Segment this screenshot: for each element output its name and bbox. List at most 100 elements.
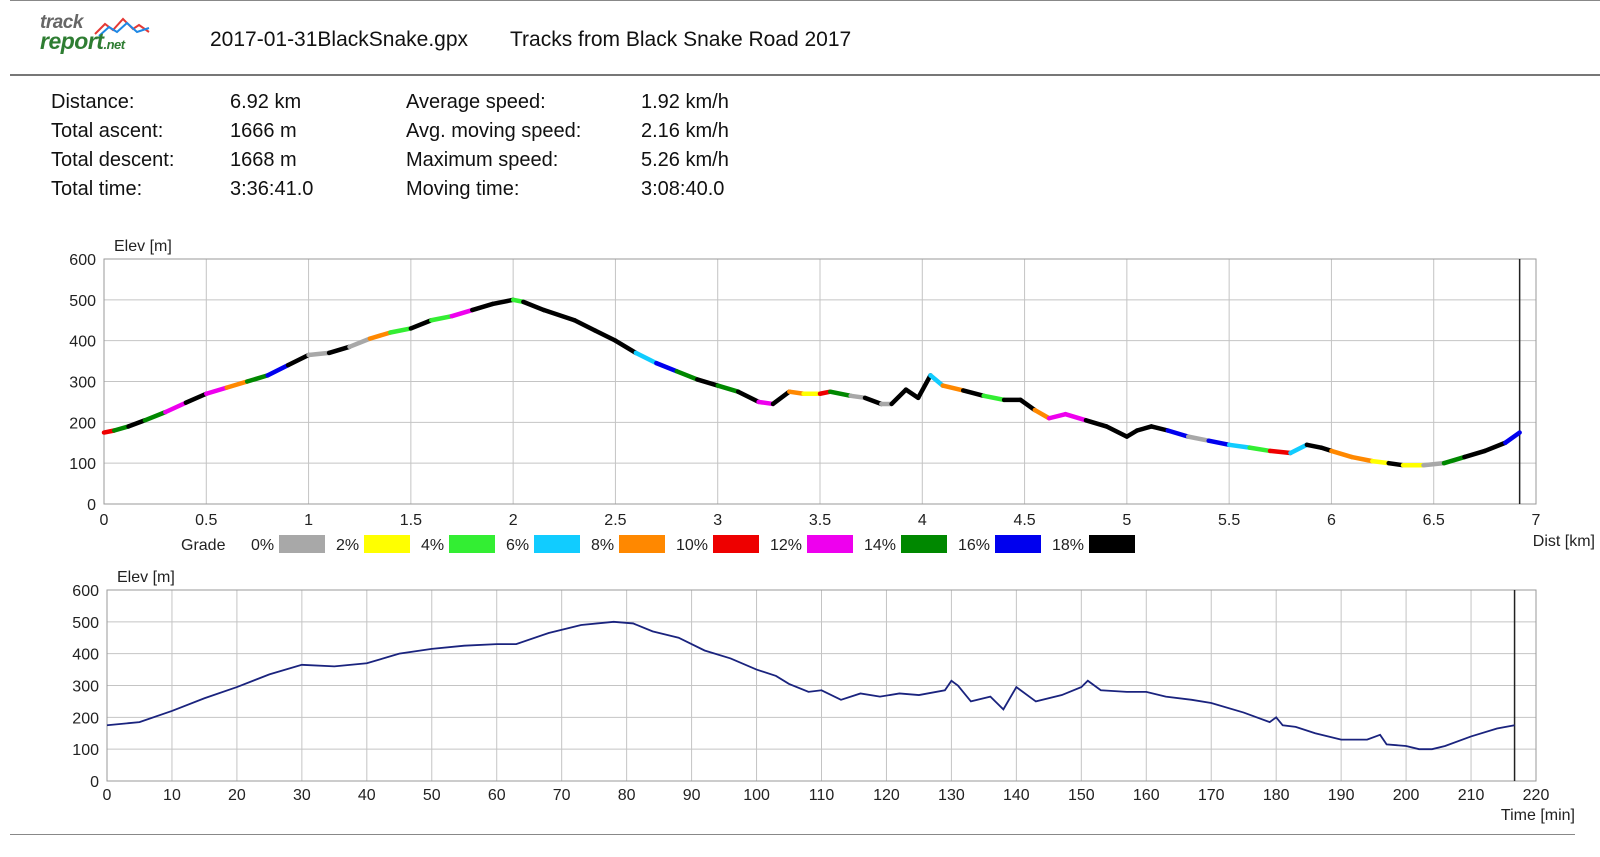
logo-word-track: track <box>40 12 83 33</box>
elevation-segment <box>1165 428 1191 439</box>
grade-legend: Grade 0% 2% 4% 6% 8% 10% 12% 14% 16% 18% <box>181 535 1135 554</box>
elevation-segment <box>1226 442 1252 450</box>
trackreport-logo[interactable]: track report.net <box>38 12 158 60</box>
y-tick-label: 500 <box>72 615 99 632</box>
file-name: 2017-01-31BlackSnake.gpx <box>210 28 469 51</box>
elevation-segment <box>928 373 945 388</box>
elevation-segment <box>613 338 639 356</box>
elevation-segment <box>1370 458 1391 466</box>
header-divider <box>10 74 1600 76</box>
x-tick-label: 210 <box>1458 787 1485 804</box>
elevation-segment <box>862 395 884 407</box>
stat-label-moving-time: Moving time: <box>406 178 520 200</box>
logo-word-report-text: report <box>40 28 104 54</box>
elevation-segment <box>429 313 455 323</box>
elevation-segment <box>1046 411 1068 421</box>
elevation-segment <box>285 352 311 368</box>
x-tick-label: 6 <box>1327 512 1336 529</box>
x-tick-label: 3 <box>713 512 722 529</box>
elevation-segment <box>142 409 168 423</box>
y-tick-label: 500 <box>69 293 96 310</box>
stat-value-distance: 6.92 km <box>230 91 302 113</box>
y-axis-label: Elev [m] <box>117 569 175 586</box>
y-tick-label: 0 <box>90 774 99 791</box>
elevation-segment <box>889 387 909 407</box>
x-tick-label: 2.5 <box>604 512 626 529</box>
x-tick-label: 0 <box>100 512 109 529</box>
elevation-segment <box>1149 424 1171 433</box>
x-tick-label: 7 <box>1532 512 1541 529</box>
x-tick-label: 4.5 <box>1013 512 1035 529</box>
elevation-segment <box>915 373 933 401</box>
elevation-segment <box>1083 418 1109 429</box>
elevation-segment <box>1288 442 1310 456</box>
legend-label: 10% <box>676 537 708 554</box>
stat-value-maximum-speed: 5.26 km/h <box>641 149 729 171</box>
stat-label-average-speed: Average speed: <box>406 91 546 113</box>
legend-label: 16% <box>958 537 990 554</box>
x-tick-label: 70 <box>553 787 571 804</box>
elevation-segment <box>633 350 659 366</box>
x-tick-label: 220 <box>1523 787 1550 804</box>
x-tick-label: 130 <box>938 787 965 804</box>
legend-label: 8% <box>591 537 614 554</box>
stat-label-total-descent: Total descent: <box>51 149 175 171</box>
x-tick-label: 120 <box>873 787 900 804</box>
x-tick-label: 40 <box>358 787 376 804</box>
elevation-segment <box>1185 434 1211 443</box>
x-tick-label: 10 <box>163 787 181 804</box>
elevation-segment <box>490 297 516 307</box>
elevation-segment <box>449 307 475 319</box>
plot-frame <box>106 589 1537 782</box>
elevation-segment <box>940 383 966 393</box>
y-tick-label: 100 <box>69 456 96 473</box>
y-tick-label: 600 <box>69 252 96 269</box>
x-tick-label: 100 <box>743 787 770 804</box>
elevation-line <box>106 620 1515 751</box>
elevation-segment <box>521 299 547 313</box>
elevation-segment <box>1018 397 1038 413</box>
y-tick-label: 300 <box>69 375 96 392</box>
elevation-segment <box>541 307 577 323</box>
mountain-logo-icon <box>94 17 150 37</box>
legend-label: 2% <box>336 537 359 554</box>
y-tick-label: 200 <box>69 415 96 432</box>
stat-label-avg-moving-speed: Avg. moving speed: <box>406 120 582 142</box>
legend-swatch <box>619 535 665 553</box>
x-tick-label: 170 <box>1198 787 1225 804</box>
elevation-segment <box>1063 411 1089 423</box>
legend-swatch <box>449 535 495 553</box>
elevation-segment <box>469 301 495 313</box>
elevation-segment <box>1329 448 1355 460</box>
stat-value-total-time: 3:36:41.0 <box>230 178 314 200</box>
x-axis-label: Time [min] <box>1501 807 1575 824</box>
y-tick-label: 100 <box>72 742 99 759</box>
y-tick-label: 400 <box>69 334 96 351</box>
y-tick-label: 0 <box>87 497 96 514</box>
stat-value-moving-time: 3:08:40.0 <box>641 178 725 200</box>
top-rule <box>10 0 1600 1</box>
bottom-rule <box>10 834 1575 835</box>
elevation-segment <box>1206 438 1232 448</box>
elevation-segment <box>388 326 414 335</box>
legend-swatch <box>901 535 947 553</box>
stat-value-avg-moving-speed: 2.16 km/h <box>641 120 729 142</box>
legend-label: 0% <box>251 537 274 554</box>
elevation-segment <box>126 418 148 429</box>
x-tick-label: 90 <box>683 787 701 804</box>
x-tick-label: 5 <box>1122 512 1131 529</box>
x-tick-label: 0 <box>103 787 112 804</box>
elevation-segment <box>756 399 776 407</box>
x-tick-label: 0.5 <box>195 512 217 529</box>
elevation-segment <box>1421 460 1447 468</box>
elevation-segment <box>981 393 1007 403</box>
elevation-segment <box>592 328 618 343</box>
legend-swatch <box>995 535 1041 553</box>
x-tick-label: 1.5 <box>400 512 422 529</box>
elevation-segment <box>674 369 700 382</box>
elevation-segment <box>1386 460 1406 468</box>
elevation-segment <box>111 424 131 433</box>
x-tick-label: 2 <box>509 512 518 529</box>
legend-label: 6% <box>506 537 529 554</box>
